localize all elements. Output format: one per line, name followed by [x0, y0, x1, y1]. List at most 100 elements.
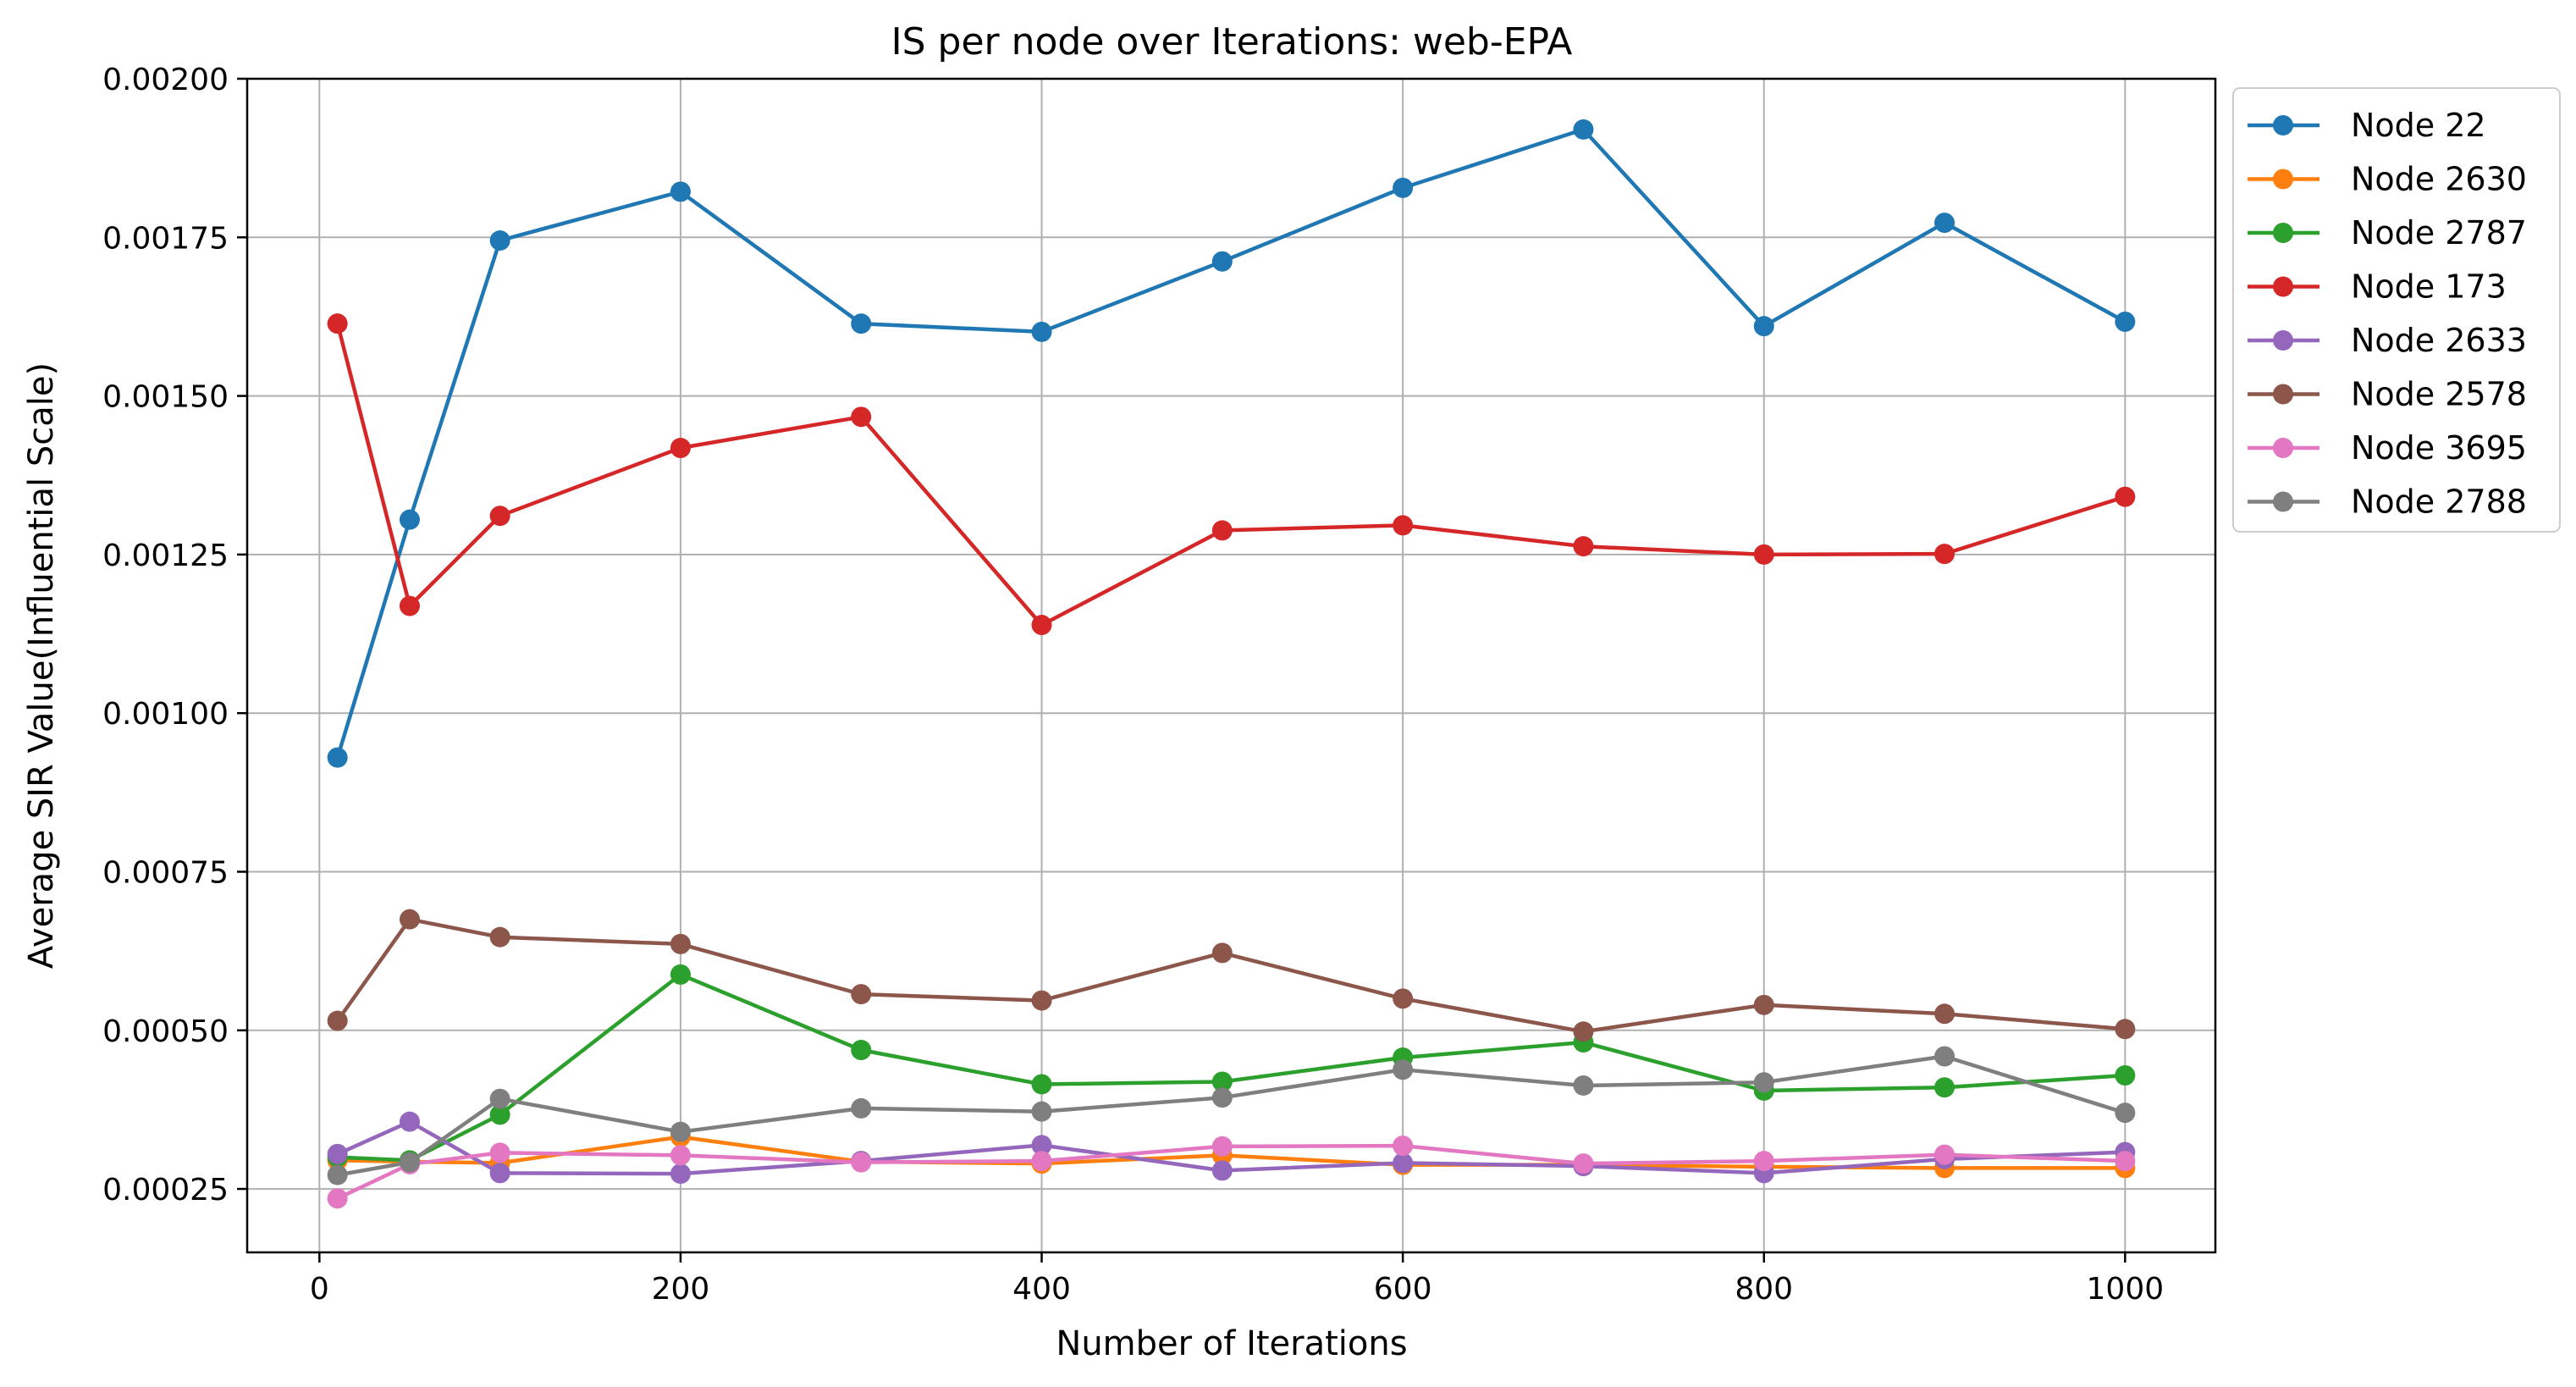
data-point-node-2788 [1031, 1101, 1052, 1122]
legend-entry-node-2633: Node 2633 [2248, 322, 2527, 359]
legend-label-node-22: Node 22 [2351, 107, 2486, 144]
data-point-node-22 [2115, 311, 2136, 332]
series-node-173 [327, 313, 2136, 636]
data-point-node-22 [1393, 177, 1414, 198]
data-point-node-173 [1393, 515, 1414, 536]
data-point-node-173 [670, 438, 691, 459]
legend-label-node-2630: Node 2630 [2351, 161, 2527, 198]
data-point-node-2788 [1211, 1087, 1233, 1108]
x-tick-label: 800 [1735, 1272, 1793, 1307]
data-point-node-2788 [851, 1097, 872, 1119]
legend-label-node-173: Node 173 [2351, 268, 2507, 306]
legend-marker-node-3695 [2273, 438, 2293, 458]
legend-label-node-2578: Node 2578 [2351, 376, 2527, 413]
legend-label-node-2633: Node 2633 [2351, 322, 2527, 359]
plot-series [327, 119, 2136, 1209]
series-line-node-173 [335, 323, 2126, 627]
data-point-node-2578 [1573, 1021, 1594, 1042]
data-point-node-2788 [489, 1088, 510, 1109]
legend-marker-node-22 [2273, 115, 2293, 135]
data-point-node-3695 [1211, 1136, 1233, 1157]
data-point-node-3695 [851, 1152, 872, 1173]
data-point-node-22 [1753, 316, 1774, 337]
x-tick-label: 600 [1374, 1272, 1432, 1307]
y-tick-label: 0.00025 [102, 1173, 229, 1207]
legend-marker-node-2578 [2273, 384, 2293, 405]
legend-marker-node-2787 [2273, 223, 2293, 243]
data-point-node-22 [327, 747, 348, 768]
data-point-node-3695 [670, 1145, 691, 1166]
x-tick-label: 0 [310, 1272, 329, 1307]
data-point-node-2633 [1031, 1135, 1052, 1156]
data-point-node-2633 [399, 1111, 420, 1132]
data-point-node-22 [1573, 119, 1594, 140]
legend-entry-node-2787: Node 2787 [2248, 214, 2527, 251]
data-point-node-2788 [1753, 1072, 1774, 1093]
y-tick-label: 0.00075 [102, 855, 229, 890]
data-point-node-2633 [1211, 1160, 1233, 1181]
y-tick-label: 0.00100 [102, 697, 229, 732]
data-point-node-2787 [670, 964, 691, 985]
data-point-node-173 [1573, 536, 1594, 557]
legend-entry-node-173: Node 173 [2248, 268, 2507, 306]
legend-frame [2232, 87, 2561, 533]
legend-label-node-3695: Node 3695 [2351, 429, 2527, 467]
legend-entry-node-3695: Node 3695 [2248, 429, 2527, 467]
series-line-node-2787 [337, 972, 2126, 1163]
data-point-node-2788 [327, 1164, 348, 1185]
data-point-node-173 [489, 506, 510, 527]
data-point-node-173 [1211, 520, 1233, 541]
data-point-node-3695 [489, 1142, 510, 1163]
data-point-node-2633 [489, 1163, 510, 1184]
series-line-node-2578 [335, 917, 2126, 1034]
data-point-node-173 [1934, 544, 1955, 565]
data-point-node-2787 [1211, 1071, 1233, 1092]
data-point-node-2578 [1393, 988, 1414, 1009]
y-tick-label: 0.00050 [102, 1014, 229, 1049]
data-point-node-173 [327, 313, 348, 334]
data-point-node-2578 [851, 984, 872, 1005]
data-point-node-22 [489, 230, 510, 251]
data-point-node-2633 [327, 1143, 348, 1164]
data-point-node-2633 [1393, 1152, 1414, 1174]
x-axis-title: Number of Iterations [1056, 1324, 1407, 1363]
legend-entry-node-22: Node 22 [2248, 107, 2486, 144]
data-point-node-173 [1031, 615, 1052, 636]
series-line-node-22 [335, 127, 2126, 759]
x-tick-label: 200 [652, 1272, 710, 1307]
legend: Node 22 Node 2630 Node 2787 Node 173 Node 26… [2232, 87, 2561, 533]
series-line-node-2633 [336, 1119, 2126, 1176]
x-tick-label: 1000 [2087, 1272, 2165, 1307]
data-point-node-2788 [1934, 1046, 1955, 1067]
series-node-22 [327, 119, 2136, 768]
data-point-node-3695 [1573, 1153, 1594, 1174]
x-tick-label: 400 [1012, 1272, 1071, 1307]
legend-entry-node-2578: Node 2578 [2248, 376, 2527, 413]
data-point-node-173 [1753, 544, 1774, 565]
data-point-node-22 [1211, 251, 1233, 272]
data-point-node-2633 [670, 1163, 691, 1185]
legend-label-node-2787: Node 2787 [2351, 214, 2527, 251]
data-point-node-2578 [1211, 942, 1233, 964]
legend-label-node-2788: Node 2788 [2351, 484, 2527, 521]
data-point-node-2788 [1393, 1059, 1414, 1080]
data-point-node-2787 [851, 1040, 872, 1061]
data-point-node-2578 [489, 926, 510, 948]
legend-entry-node-2788: Node 2788 [2248, 484, 2527, 521]
series-node-2578 [327, 909, 2136, 1042]
data-point-node-22 [399, 509, 420, 530]
data-point-node-173 [399, 595, 420, 616]
data-point-node-2787 [489, 1104, 510, 1125]
legend-marker-node-2630 [2273, 169, 2293, 190]
series-line-node-3695 [336, 1143, 2126, 1201]
series-node-2633 [327, 1111, 2136, 1185]
data-point-node-22 [670, 181, 691, 202]
data-point-node-3695 [2115, 1151, 2136, 1172]
data-point-node-3695 [1934, 1144, 1955, 1165]
legend-entry-node-2630: Node 2630 [2248, 161, 2527, 198]
data-point-node-2578 [1934, 1003, 1955, 1025]
data-point-node-2788 [1573, 1075, 1594, 1096]
legend-marker-node-2633 [2273, 330, 2293, 351]
